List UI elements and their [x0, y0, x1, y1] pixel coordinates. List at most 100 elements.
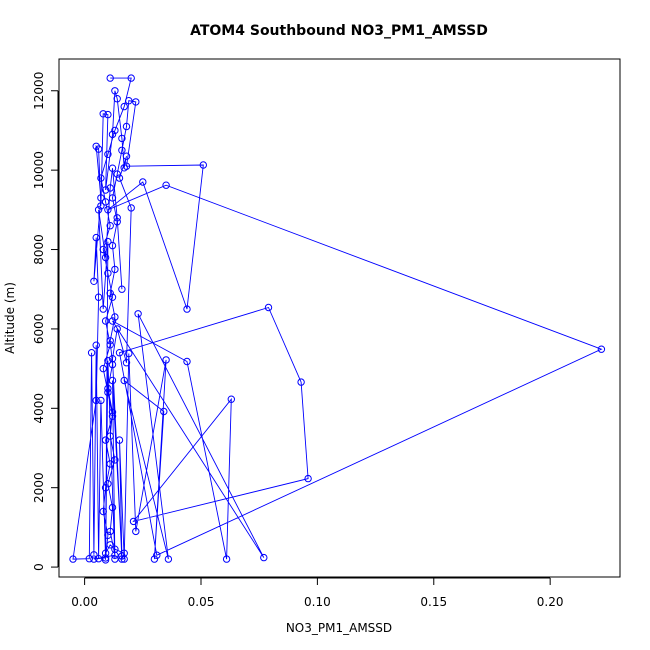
data-point [164, 555, 173, 563]
data-point [87, 349, 96, 357]
data-point [108, 360, 117, 369]
data-point [106, 527, 114, 536]
data-point [106, 432, 114, 440]
data-point [113, 325, 121, 333]
data-point [108, 293, 117, 301]
data-point [111, 456, 119, 464]
data-point [139, 178, 147, 186]
data-point [183, 357, 191, 366]
data-point [199, 161, 208, 169]
data-point [108, 355, 117, 363]
data-point [101, 198, 110, 206]
x-axis-label: NO3_PM1_AMSSD [286, 621, 392, 635]
x-tick-label: 0.00 [71, 595, 98, 609]
data-point [118, 285, 126, 293]
data-point [104, 388, 112, 397]
data-point [106, 337, 114, 345]
data-point [108, 408, 117, 416]
data-point [106, 460, 114, 468]
y-tick-label: 6000 [32, 314, 46, 345]
data-point [111, 555, 119, 563]
data-point [120, 549, 128, 557]
data-point [108, 412, 117, 420]
data-point [99, 245, 107, 254]
data-point [101, 549, 110, 557]
data-point [122, 152, 131, 160]
data-point [97, 194, 105, 202]
data-point [106, 74, 114, 82]
data-point [132, 527, 140, 536]
data-point [106, 341, 114, 349]
data-point [108, 130, 117, 139]
data-point [183, 305, 191, 313]
data-point [69, 555, 77, 563]
data-point [134, 310, 142, 318]
data-point [97, 174, 105, 182]
data-point [597, 345, 606, 353]
y-tick-label: 10000 [32, 151, 46, 189]
data-point [104, 237, 112, 246]
data-point [108, 317, 117, 325]
data-point [150, 555, 159, 563]
x-tick-label: 0.10 [304, 595, 331, 609]
y-tick-label: 0 [32, 563, 46, 571]
plot-frame [58, 58, 621, 578]
x-tick-label: 0.20 [537, 595, 564, 609]
data-point [297, 378, 305, 386]
data-point [104, 150, 112, 159]
data-point [108, 503, 117, 512]
data-point [304, 474, 312, 483]
data-point [106, 222, 114, 230]
data-point [227, 395, 236, 403]
data-point [104, 384, 112, 393]
data-point [99, 507, 107, 516]
x-tick-label: 0.05 [188, 595, 215, 609]
x-axis: 0.00 0.05 0.10 0.15 0.20 [71, 577, 564, 609]
data-point [127, 74, 135, 82]
data-point [118, 134, 126, 143]
data-point [85, 555, 94, 563]
data-point [94, 206, 103, 214]
data-point [162, 181, 170, 189]
data-point [97, 202, 105, 210]
y-tick-label: 2000 [32, 472, 46, 503]
data-point [111, 126, 119, 135]
x-tick-label: 0.15 [420, 595, 447, 609]
data-point [92, 396, 100, 405]
data-point [106, 289, 114, 297]
data-point [106, 184, 114, 192]
data-point [90, 555, 98, 563]
data-point [99, 110, 107, 118]
data-point [162, 356, 170, 364]
data-point [113, 214, 121, 222]
data-point [104, 480, 112, 488]
data-point [104, 206, 112, 214]
data-point [108, 376, 117, 385]
data-point [125, 349, 133, 358]
data-point [127, 204, 135, 212]
data-point [113, 95, 121, 103]
data-point [92, 233, 100, 242]
data-point [99, 364, 107, 373]
data-point [97, 396, 105, 405]
data-point [108, 194, 117, 202]
data-point [153, 551, 161, 559]
data-point [120, 102, 128, 111]
data-point [94, 293, 103, 301]
data-point [122, 122, 131, 131]
data-point [115, 174, 124, 182]
data-point [104, 269, 112, 277]
series-line [72, 77, 603, 560]
data-point [111, 87, 119, 95]
data-point [160, 407, 168, 416]
data-point [129, 517, 138, 526]
data-point [104, 357, 112, 365]
data-point [120, 164, 128, 172]
data-point [113, 170, 121, 178]
y-axis-label: Altitude (m) [3, 282, 17, 354]
data-point [101, 554, 110, 562]
data-point [125, 97, 133, 105]
data-point [108, 241, 117, 250]
data-point [111, 265, 119, 274]
